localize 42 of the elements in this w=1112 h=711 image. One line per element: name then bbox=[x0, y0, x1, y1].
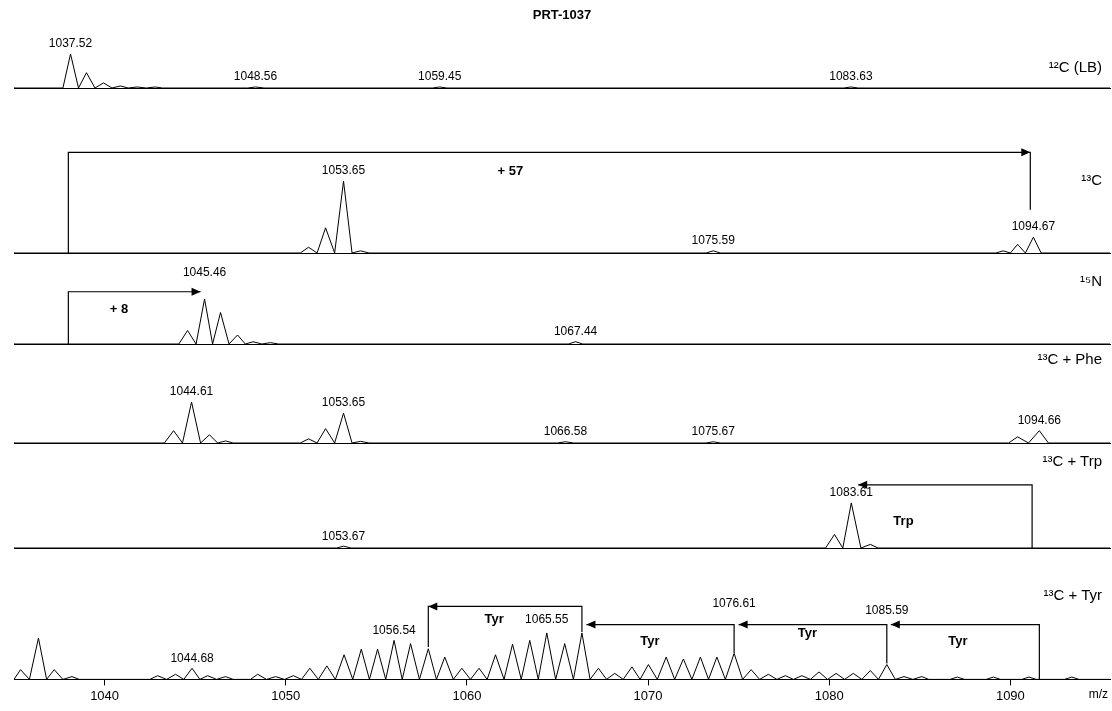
annotation: 1094.66 bbox=[1017, 413, 1062, 428]
text: + 57 bbox=[497, 162, 524, 178]
annotation: 1075.59 bbox=[691, 233, 736, 248]
annotation: 1076.61 bbox=[712, 596, 757, 611]
x-tick-label: 1040 bbox=[90, 687, 120, 703]
annotation: 1065.55 bbox=[525, 611, 569, 626]
text: Tyr bbox=[484, 610, 504, 626]
annotation: Tyr bbox=[640, 632, 660, 648]
annotation: Tyr bbox=[948, 632, 968, 648]
text: ¹³C + Tyr bbox=[1043, 586, 1102, 604]
x-tick-label: 1050 bbox=[271, 687, 301, 703]
series-label: ¹²C (LB) bbox=[1048, 58, 1102, 76]
annotation: 1083.63 bbox=[829, 69, 873, 84]
x-axis-title: m/z bbox=[1088, 686, 1108, 701]
annotation: 1044.68 bbox=[170, 650, 215, 665]
annotation: 1056.54 bbox=[372, 622, 417, 637]
annotation: Trp bbox=[893, 513, 914, 529]
annotation: 1085.59 bbox=[865, 602, 909, 617]
annotation: 1075.67 bbox=[691, 424, 736, 439]
annotation: 1048.56 bbox=[233, 69, 278, 84]
annotation: 1094.67 bbox=[1011, 219, 1056, 234]
annotation: 1053.67 bbox=[321, 528, 366, 543]
x-tick-label: 1080 bbox=[814, 687, 844, 703]
annotation: + 8 bbox=[109, 301, 129, 317]
annotation: 1059.45 bbox=[418, 69, 462, 84]
annotation: 1044.61 bbox=[169, 384, 214, 399]
x-tick-label: 1060 bbox=[452, 687, 482, 703]
annotation: 1045.46 bbox=[182, 265, 227, 280]
x-tick-label: 1070 bbox=[633, 687, 663, 703]
annotation: 1037.52 bbox=[48, 36, 93, 51]
chart-title: PRT-1037 bbox=[532, 6, 592, 22]
text: ¹⁵N bbox=[1079, 272, 1102, 290]
annotation: 1053.65 bbox=[321, 395, 366, 410]
annotation: 1066.58 bbox=[543, 424, 588, 439]
x-tick-label: 1090 bbox=[995, 687, 1025, 703]
annotation: 1067.44 bbox=[553, 324, 598, 339]
annotation: Tyr bbox=[797, 625, 818, 641]
annotation: 1083.61 bbox=[829, 485, 874, 500]
annotation: 1053.65 bbox=[321, 163, 366, 178]
text: ¹³C + Trp bbox=[1042, 452, 1102, 470]
text: ¹³C + Phe bbox=[1037, 350, 1102, 368]
text: ¹³C bbox=[1081, 171, 1103, 189]
